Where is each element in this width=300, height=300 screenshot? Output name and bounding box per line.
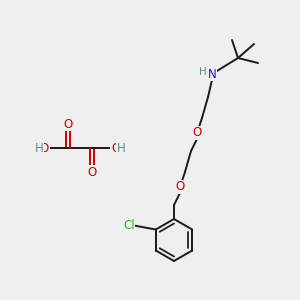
Text: O: O xyxy=(192,127,202,140)
Text: O: O xyxy=(40,142,49,154)
Text: H: H xyxy=(199,67,207,77)
Text: Cl: Cl xyxy=(123,219,135,232)
Text: O: O xyxy=(111,142,120,154)
Text: N: N xyxy=(208,68,216,80)
Text: O: O xyxy=(176,181,184,194)
Text: O: O xyxy=(63,118,73,130)
Text: H: H xyxy=(34,142,43,154)
Text: H: H xyxy=(117,142,125,154)
Text: O: O xyxy=(87,166,97,178)
